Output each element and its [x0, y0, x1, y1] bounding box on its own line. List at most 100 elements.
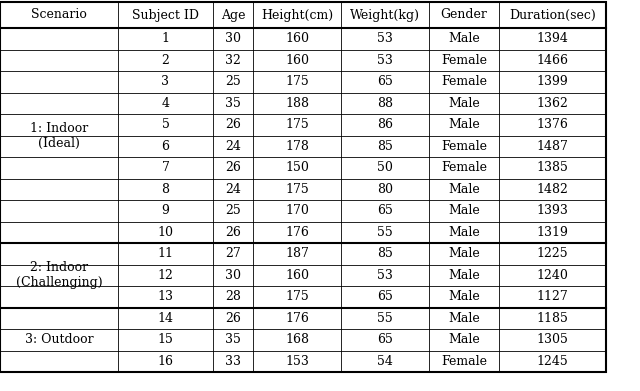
Text: 32: 32 [225, 54, 241, 67]
Text: 27: 27 [225, 247, 241, 260]
Text: 1240: 1240 [536, 269, 568, 282]
Text: Male: Male [448, 97, 480, 110]
Text: 13: 13 [157, 290, 173, 303]
Text: Height(cm): Height(cm) [261, 9, 333, 22]
Text: 26: 26 [225, 226, 241, 239]
Text: 24: 24 [225, 183, 241, 196]
Text: 1305: 1305 [536, 333, 568, 346]
Text: 85: 85 [377, 247, 393, 260]
Text: 153: 153 [285, 355, 309, 368]
Text: 175: 175 [285, 75, 309, 88]
Text: 28: 28 [225, 290, 241, 303]
Text: 1466: 1466 [536, 54, 568, 67]
Text: 1393: 1393 [536, 204, 568, 217]
Text: Male: Male [448, 269, 480, 282]
Text: Subject ID: Subject ID [132, 9, 199, 22]
Text: 1127: 1127 [536, 290, 568, 303]
Text: 1482: 1482 [536, 183, 568, 196]
Text: 16: 16 [157, 355, 173, 368]
Text: 65: 65 [377, 333, 393, 346]
Text: Male: Male [448, 118, 480, 131]
Text: Male: Male [448, 312, 480, 325]
Text: 26: 26 [225, 312, 241, 325]
Text: 3: 3 [161, 75, 170, 88]
Text: Female: Female [441, 355, 487, 368]
Text: Age: Age [221, 9, 245, 22]
Text: 30: 30 [225, 32, 241, 45]
Text: 160: 160 [285, 269, 309, 282]
Text: 188: 188 [285, 97, 309, 110]
Text: 1319: 1319 [536, 226, 568, 239]
Text: 2: 2 [161, 54, 170, 67]
Text: Male: Male [448, 32, 480, 45]
Text: Duration(sec): Duration(sec) [509, 9, 596, 22]
Text: 15: 15 [157, 333, 173, 346]
Text: Female: Female [441, 75, 487, 88]
Text: 1394: 1394 [536, 32, 568, 45]
Text: 26: 26 [225, 118, 241, 131]
Text: 175: 175 [285, 118, 309, 131]
Text: 26: 26 [225, 161, 241, 174]
Text: Female: Female [441, 140, 487, 153]
Text: 53: 53 [377, 54, 393, 67]
Text: 53: 53 [377, 269, 393, 282]
Text: 176: 176 [285, 226, 309, 239]
Text: 1245: 1245 [536, 355, 568, 368]
Text: 175: 175 [285, 290, 309, 303]
Text: 33: 33 [225, 355, 241, 368]
Text: 3: Outdoor: 3: Outdoor [25, 333, 93, 346]
Text: 178: 178 [285, 140, 309, 153]
Text: 187: 187 [285, 247, 309, 260]
Text: 86: 86 [377, 118, 393, 131]
Text: 150: 150 [285, 161, 309, 174]
Text: 54: 54 [377, 355, 393, 368]
Text: 6: 6 [161, 140, 170, 153]
Text: 53: 53 [377, 32, 393, 45]
Text: 160: 160 [285, 32, 309, 45]
Text: 80: 80 [377, 183, 393, 196]
Text: 1225: 1225 [537, 247, 568, 260]
Text: 2: Indoor
(Challenging): 2: Indoor (Challenging) [16, 261, 102, 289]
Text: 4: 4 [161, 97, 170, 110]
Text: 50: 50 [377, 161, 393, 174]
Text: 25: 25 [225, 204, 241, 217]
Text: 12: 12 [157, 269, 173, 282]
Text: 14: 14 [157, 312, 173, 325]
Text: 1: Indoor
(Ideal): 1: Indoor (Ideal) [30, 122, 88, 149]
Text: Gender: Gender [440, 9, 488, 22]
Text: Male: Male [448, 183, 480, 196]
Text: 25: 25 [225, 75, 241, 88]
Text: 30: 30 [225, 269, 241, 282]
Text: 85: 85 [377, 140, 393, 153]
Text: 5: 5 [161, 118, 170, 131]
Text: 65: 65 [377, 204, 393, 217]
Text: 1385: 1385 [536, 161, 568, 174]
Text: 35: 35 [225, 333, 241, 346]
Text: Female: Female [441, 161, 487, 174]
Text: Male: Male [448, 290, 480, 303]
Text: Male: Male [448, 247, 480, 260]
Text: 24: 24 [225, 140, 241, 153]
Text: 176: 176 [285, 312, 309, 325]
Text: 1376: 1376 [536, 118, 568, 131]
Text: 168: 168 [285, 333, 309, 346]
Text: Male: Male [448, 226, 480, 239]
Text: Scenario: Scenario [31, 9, 87, 22]
Text: Female: Female [441, 54, 487, 67]
Text: 11: 11 [157, 247, 173, 260]
Text: 175: 175 [285, 183, 309, 196]
Text: 55: 55 [377, 226, 393, 239]
Text: 7: 7 [161, 161, 170, 174]
Text: 1399: 1399 [536, 75, 568, 88]
Text: 65: 65 [377, 75, 393, 88]
Text: 160: 160 [285, 54, 309, 67]
Text: 1487: 1487 [536, 140, 568, 153]
Text: 65: 65 [377, 290, 393, 303]
Text: 35: 35 [225, 97, 241, 110]
Text: 170: 170 [285, 204, 309, 217]
Text: 1185: 1185 [536, 312, 568, 325]
Text: Male: Male [448, 333, 480, 346]
Text: 1362: 1362 [536, 97, 568, 110]
Text: 88: 88 [377, 97, 393, 110]
Text: Male: Male [448, 204, 480, 217]
